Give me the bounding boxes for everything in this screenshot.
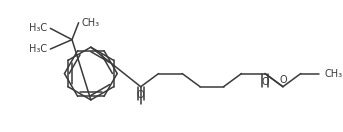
Text: H₃C: H₃C (29, 44, 48, 54)
Text: H₃C: H₃C (29, 23, 48, 33)
Text: O: O (279, 75, 287, 85)
Text: O: O (261, 77, 269, 87)
Text: O: O (137, 90, 144, 100)
Text: CH₃: CH₃ (324, 69, 342, 79)
Text: CH₃: CH₃ (81, 18, 99, 28)
